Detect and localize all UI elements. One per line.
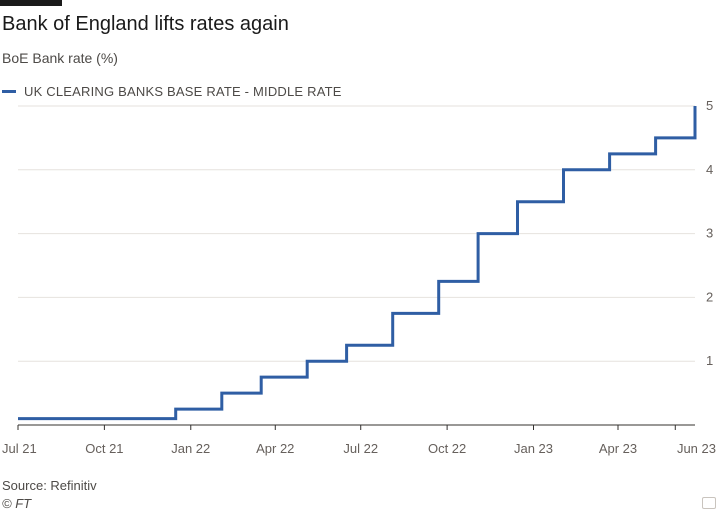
y-tick-label: 1 — [706, 353, 713, 368]
y-tick-label: 2 — [706, 289, 713, 304]
x-tick-label: Jun 23 — [677, 441, 716, 456]
chart-subtitle: BoE Bank rate (%) — [2, 50, 118, 66]
x-tick-label: Jul 21 — [2, 441, 37, 456]
x-tick-label: Apr 22 — [256, 441, 294, 456]
x-tick-label: Jan 23 — [514, 441, 553, 456]
series-line — [18, 106, 697, 421]
y-tick-label: 3 — [706, 226, 713, 241]
x-tick-label: Jan 22 — [171, 441, 210, 456]
y-tick-label: 5 — [706, 98, 713, 113]
y-tick-label: 4 — [706, 162, 713, 177]
x-tick-label: Apr 23 — [599, 441, 637, 456]
expand-icon[interactable] — [702, 497, 716, 509]
copyright-note: © FT — [2, 496, 32, 511]
legend-swatch — [2, 89, 16, 93]
x-tick-label: Oct 22 — [428, 441, 466, 456]
source-note: Source: Refinitiv — [2, 478, 97, 493]
legend: UK CLEARING BANKS BASE RATE - MIDDLE RAT… — [2, 83, 342, 99]
chart-title: Bank of England lifts rates again — [2, 13, 289, 35]
x-tick-label: Jul 22 — [343, 441, 378, 456]
brand-bar — [0, 0, 62, 6]
x-tick-label: Oct 21 — [85, 441, 123, 456]
legend-label: UK CLEARING BANKS BASE RATE - MIDDLE RAT… — [24, 83, 342, 99]
